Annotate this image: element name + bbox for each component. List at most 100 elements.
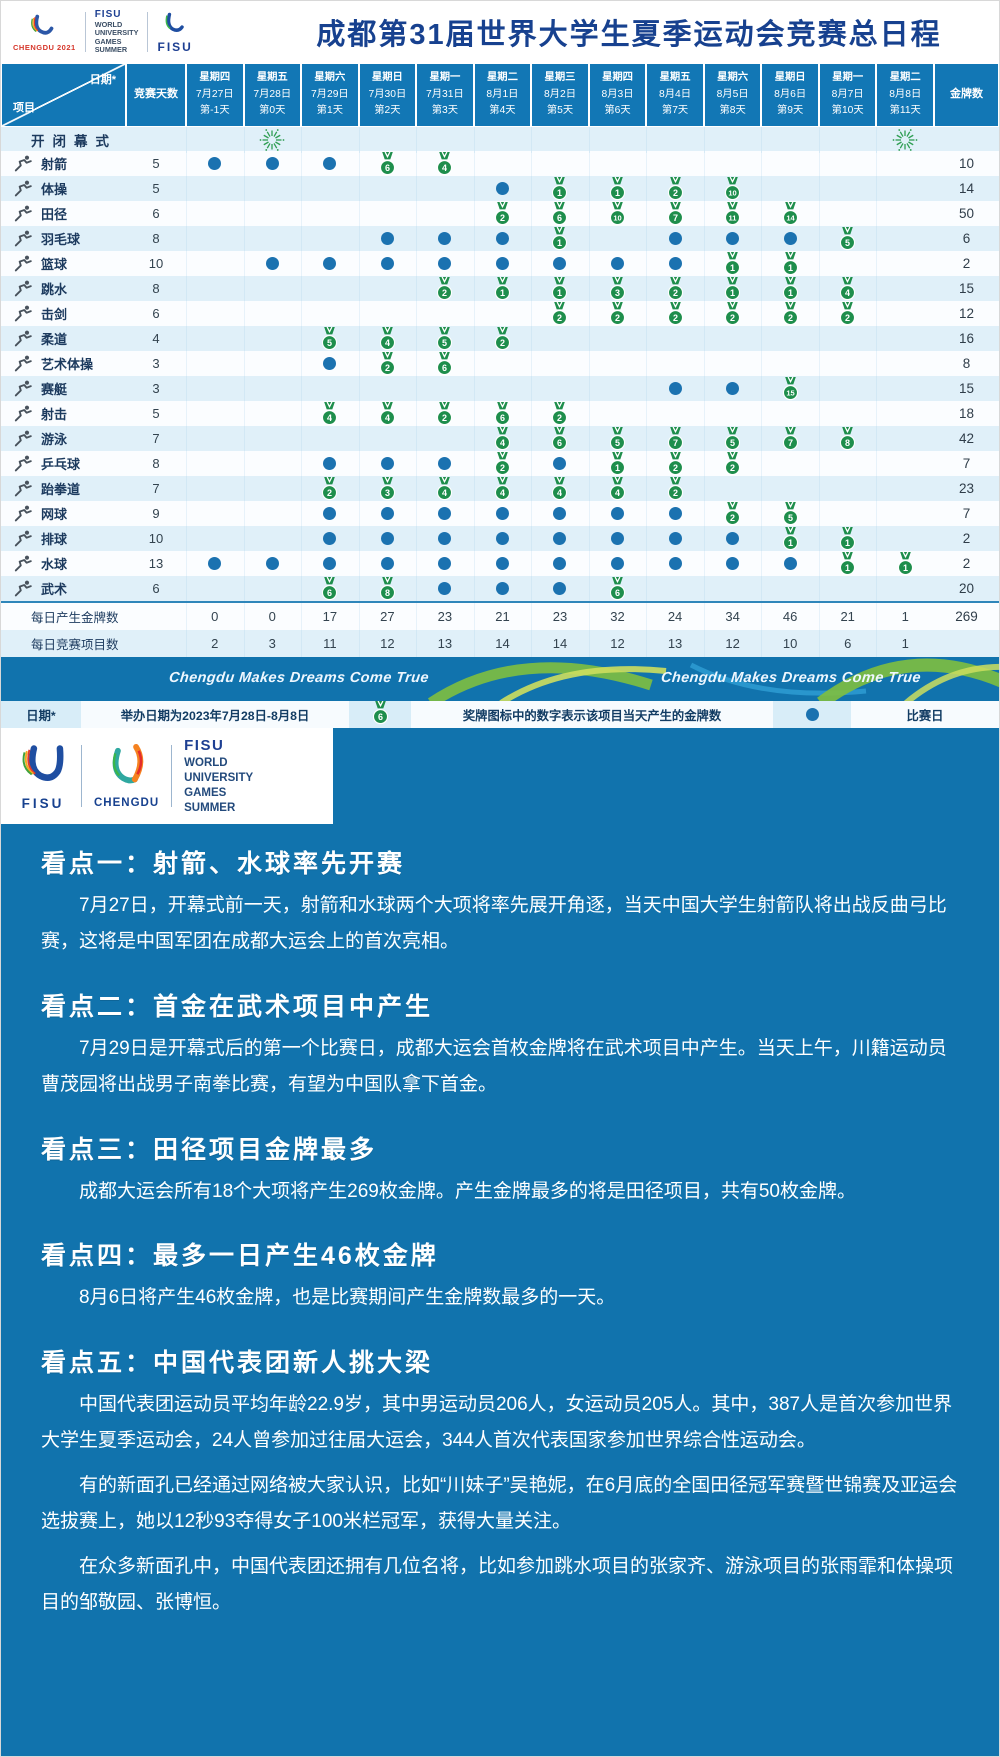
day-column-header-3: 星期日 7月30日 第2天 bbox=[359, 64, 416, 126]
summary-value-cell: 12 bbox=[704, 630, 762, 657]
day-cell: 4 bbox=[359, 326, 417, 351]
day-column-header-10: 星期日 8月6日 第9天 bbox=[762, 64, 818, 126]
highlight-heading-3: 看点三：田径项目金牌最多 bbox=[41, 1135, 378, 1164]
sport-name-cell: 篮球 bbox=[1, 254, 126, 273]
competition-day-dot-icon bbox=[783, 232, 797, 245]
gold-medal-icon: 2 bbox=[609, 301, 626, 325]
highlight-heading-5: 看点五：中国代表团新人挑大梁 bbox=[41, 1348, 434, 1377]
day-cell bbox=[186, 451, 244, 476]
logo-divider bbox=[147, 12, 149, 52]
sport-row-athletics: 田径 6 2 6 10 7 11 14 50 bbox=[1, 201, 999, 226]
day-cell bbox=[359, 551, 417, 576]
highlight-paragraph: 7月27日，开幕式前一天，射箭和水球两个大项将率先展开角逐，当天中国大学生射箭队… bbox=[41, 895, 947, 953]
gold-medal-icon: 1 bbox=[897, 551, 913, 575]
day-cell bbox=[589, 251, 647, 276]
summary-row-1: 每日竞赛项目数 2 3 11 12 13 14 14 12 13 12 10 6 1 bbox=[1, 630, 999, 657]
wordmark-line: FISU bbox=[184, 737, 225, 755]
day-cell bbox=[876, 176, 934, 201]
gold-medal-icon: 6 bbox=[322, 576, 338, 600]
gold-medal-icon: 2 bbox=[782, 301, 798, 325]
gold-medal-icon: 4 bbox=[552, 476, 568, 500]
weekday-label: 星期三 bbox=[544, 72, 576, 84]
sport-row-tennis: 网球 9 2 5 7 bbox=[1, 501, 999, 526]
gold-medal-icon: 1 bbox=[782, 526, 798, 550]
competition-day-dot-icon bbox=[495, 532, 509, 545]
gold-medal-icon: 6 bbox=[494, 401, 511, 425]
day-cell bbox=[301, 301, 359, 326]
day-cell bbox=[301, 526, 359, 551]
weekday-label: 星期四 bbox=[199, 72, 231, 84]
days-count-cell: 8 bbox=[152, 281, 160, 296]
day-cell: 2 bbox=[704, 451, 762, 476]
day-cell bbox=[416, 226, 474, 251]
day-cell bbox=[359, 501, 417, 526]
competition-day-dot-icon bbox=[438, 257, 452, 270]
svg-text:4: 4 bbox=[385, 337, 390, 347]
svg-text:6: 6 bbox=[385, 162, 390, 172]
date-label: 7月30日 bbox=[368, 88, 407, 100]
competition-day-dot-icon bbox=[380, 557, 394, 570]
day-cell bbox=[244, 301, 302, 326]
wave-decoration bbox=[427, 658, 999, 701]
day-cell bbox=[474, 226, 532, 251]
gold-medal-icon: 3 bbox=[379, 476, 395, 500]
day-cell bbox=[819, 501, 877, 526]
day-cell bbox=[186, 501, 244, 526]
days-count-cell: 6 bbox=[152, 581, 160, 596]
day-cell bbox=[646, 226, 704, 251]
svg-text:2: 2 bbox=[845, 312, 850, 322]
sport-name-label: 田径 bbox=[41, 207, 68, 222]
gold-medal-icon: 4 bbox=[494, 426, 511, 450]
summary-value-cell: 1 bbox=[876, 603, 934, 630]
day-cell bbox=[646, 326, 704, 351]
competition-day-dot-icon bbox=[726, 532, 740, 545]
gold-total-cell: 8 bbox=[962, 356, 971, 371]
day-cell bbox=[244, 426, 302, 451]
gold-medal-icon: 1 bbox=[609, 176, 626, 200]
day-cell: 4 bbox=[474, 426, 532, 451]
summary-value-cell: 13 bbox=[416, 630, 474, 657]
competition-day-dot-icon bbox=[380, 232, 394, 245]
day-cell: 1 bbox=[531, 276, 589, 301]
competition-day-dot-icon bbox=[438, 507, 452, 520]
taekwondo-icon bbox=[14, 480, 32, 497]
day-cell: 2 bbox=[646, 301, 704, 326]
gold-medal-icon: 2 bbox=[667, 476, 683, 500]
day-cell bbox=[186, 376, 244, 401]
svg-text:8: 8 bbox=[845, 437, 850, 447]
day-cell bbox=[646, 526, 704, 551]
day-cell: 2 bbox=[416, 276, 474, 301]
day-cell bbox=[589, 151, 647, 176]
days-count-cell: 3 bbox=[152, 381, 160, 396]
day-cell bbox=[819, 451, 877, 476]
day-cell bbox=[301, 426, 359, 451]
gold-medal-icon: 2 bbox=[437, 276, 453, 300]
day-column-header-7: 星期四 8月3日 第6天 bbox=[589, 64, 646, 126]
svg-text:4: 4 bbox=[845, 287, 850, 297]
day-cell bbox=[244, 476, 302, 501]
summary-row-0: 每日产生金牌数 0 0 17 27 23 21 23 32 24 34 46 21 1 269 bbox=[1, 603, 999, 630]
competition-day-dot-icon bbox=[805, 708, 819, 721]
day-cell: 2 bbox=[531, 301, 589, 326]
svg-text:2: 2 bbox=[673, 487, 678, 497]
day-cell bbox=[416, 201, 474, 226]
sport-name-cell: 羽毛球 bbox=[1, 229, 126, 248]
svg-text:2: 2 bbox=[673, 462, 678, 472]
day-cell bbox=[819, 201, 877, 226]
competition-day-dot-icon bbox=[265, 257, 279, 270]
competition-day-dot-icon bbox=[380, 532, 394, 545]
svg-text:1: 1 bbox=[730, 287, 735, 297]
gold-medal-icon: 2 bbox=[667, 301, 683, 325]
sport-row-archery: 射箭 5 6 4 10 bbox=[1, 151, 999, 176]
competition-day-dot-icon bbox=[265, 557, 279, 570]
legend-date-label: 日期* bbox=[1, 701, 81, 728]
competition-day-dot-icon bbox=[380, 507, 394, 520]
competition-day-dot-icon bbox=[553, 532, 567, 545]
gold-medal-icon: 1 bbox=[609, 451, 626, 475]
day-column-header-11: 星期一 8月7日 第10天 bbox=[819, 64, 876, 126]
sport-name-cell: 柔道 bbox=[1, 329, 126, 348]
svg-text:1: 1 bbox=[557, 237, 562, 247]
competition-day-dot-icon bbox=[495, 557, 509, 570]
gold-medal-icon: 2 bbox=[840, 301, 856, 325]
day-cell: 2 bbox=[474, 201, 532, 226]
